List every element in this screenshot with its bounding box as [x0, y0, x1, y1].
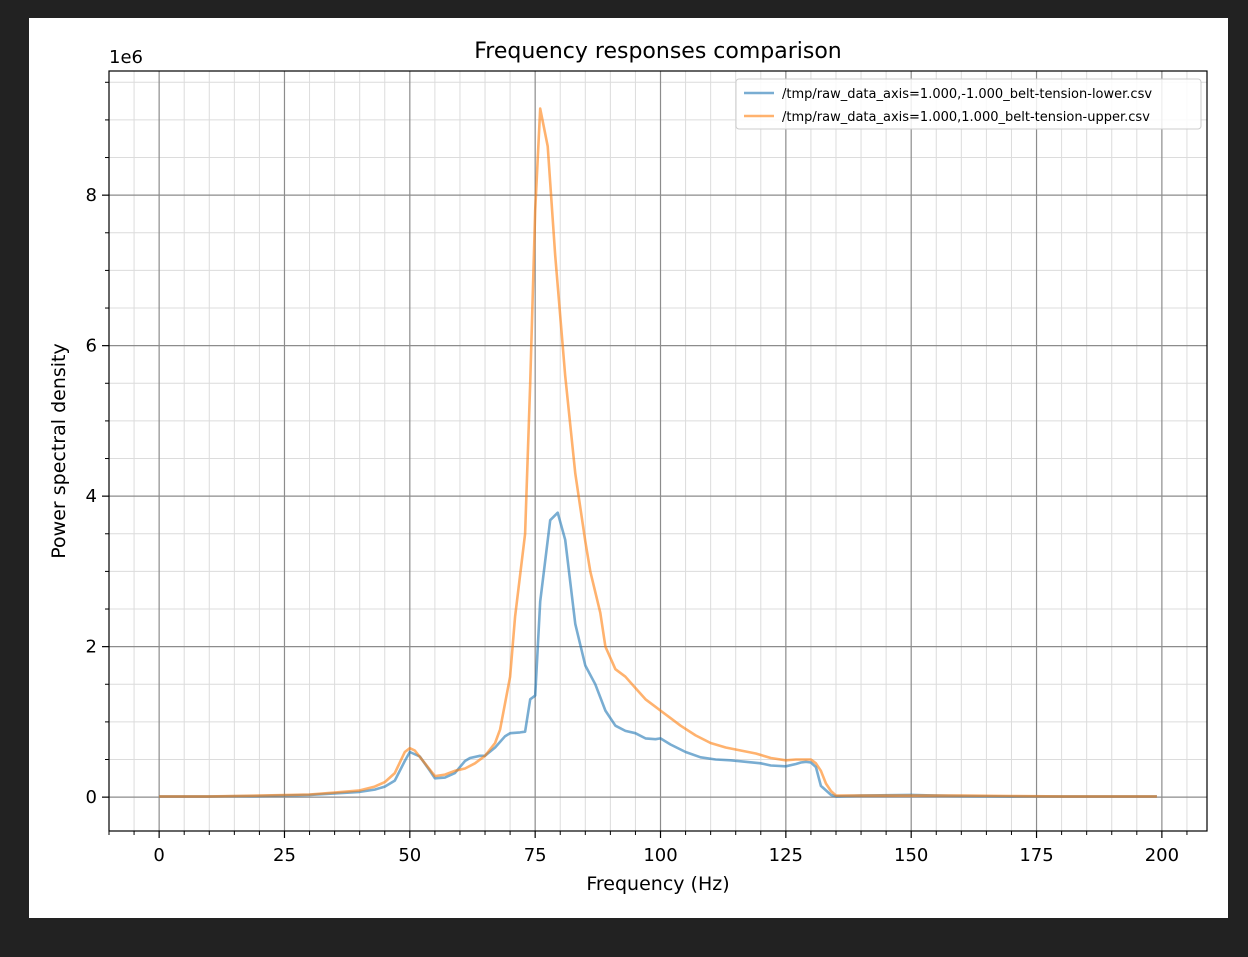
y-tick-label: 2	[86, 637, 97, 658]
plot-area-frame	[108, 70, 1208, 832]
x-tick-label: 125	[769, 845, 803, 866]
y-tick-label: 4	[86, 486, 97, 507]
major-grid	[109, 71, 1207, 831]
x-tick-label: 0	[153, 845, 164, 866]
x-tick-label: 25	[273, 845, 296, 866]
y-offset-text: 1e6	[109, 47, 143, 68]
y-tick-label: 6	[86, 336, 97, 357]
series-line-1	[159, 511, 1157, 798]
chart-title: Frequency responses comparison	[474, 39, 841, 64]
legend-label-1: /tmp/raw_data_axis=1.000,-1.000_belt-ten…	[782, 87, 1152, 102]
minor-grid	[108, 71, 1207, 831]
y-tick-label: 8	[86, 185, 97, 206]
legend: /tmp/raw_data_axis=1.000,-1.000_belt-ten…	[735, 78, 1202, 130]
x-tick-label: 150	[894, 845, 928, 866]
x-tick-label: 175	[1019, 845, 1053, 866]
x-tick-label: 200	[1145, 845, 1179, 866]
axis-ticks: 0 25 50 75 100 125 150 175 200 0 2 4 6 8	[86, 81, 1188, 866]
series-layer	[159, 107, 1157, 798]
legend-box	[735, 78, 1202, 130]
figure: 0 25 50 75 100 125 150 175 200 0 2 4 6 8 Frequency re…	[29, 18, 1228, 918]
series-line-2	[159, 107, 1157, 798]
y-tick-label: 0	[86, 787, 97, 808]
legend-label-2: /tmp/raw_data_axis=1.000,1.000_belt-tens…	[782, 110, 1150, 125]
chart-svg: 0 25 50 75 100 125 150 175 200 0 2 4 6 8 Frequency re…	[48, 39, 1208, 895]
x-tick-label: 50	[398, 845, 421, 866]
x-axis-label: Frequency (Hz)	[586, 873, 729, 895]
x-tick-label: 100	[643, 845, 677, 866]
y-axis-label: Power spectral density	[48, 343, 70, 558]
x-tick-label: 75	[524, 845, 547, 866]
